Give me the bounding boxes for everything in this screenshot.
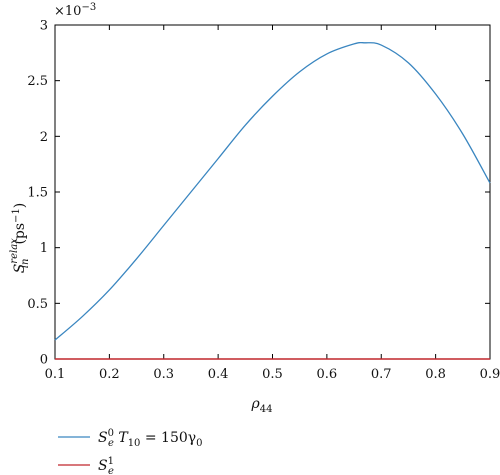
x-axis-label: ρ44: [251, 396, 273, 415]
x-tick-label: 0.8: [425, 367, 446, 382]
x-tick-label: 0.2: [99, 367, 120, 382]
x-tick-label: 0.9: [480, 367, 500, 382]
x-tick-label: 0.6: [317, 367, 338, 382]
y-multiplier: ×10−3: [54, 2, 96, 19]
y-axis-ticks: 0 0.5 1 1.5 2 2.5 3: [27, 19, 490, 368]
x-tick-label: 0.4: [208, 367, 229, 382]
y-tick-label: 3: [40, 19, 48, 34]
y-axis-label: Srelaxin(ps−1): [9, 203, 31, 274]
y-tick-label: 0: [40, 353, 48, 368]
plot-frame: [54, 24, 491, 360]
legend: S0 e T10 = 150γ0 S1 e: [58, 428, 203, 475]
x-axis-ticks: 0.1 0.2 0.3 0.4 0.5 0.6 0.7 0.8 0.9: [45, 25, 500, 382]
y-tick-label: 1.5: [27, 186, 48, 201]
x-tick-label: 0.5: [262, 367, 283, 382]
x-tick-label: 0.7: [371, 367, 392, 382]
series-group: [54, 41, 491, 360]
y-tick-label: 0.5: [27, 297, 48, 312]
legend-label-series-0: S0 e T10 = 150γ0: [98, 428, 203, 449]
x-tick-label: 0.1: [45, 367, 66, 382]
x-tick-label: 0.3: [153, 367, 174, 382]
plot-border: [54, 24, 491, 360]
y-tick-label: 2.5: [27, 74, 48, 89]
y-tick-label: 2: [40, 130, 48, 145]
legend-label-series-1: S1 e: [98, 456, 114, 475]
y-tick-label: 1: [40, 241, 48, 256]
series-line-0: [54, 41, 491, 341]
